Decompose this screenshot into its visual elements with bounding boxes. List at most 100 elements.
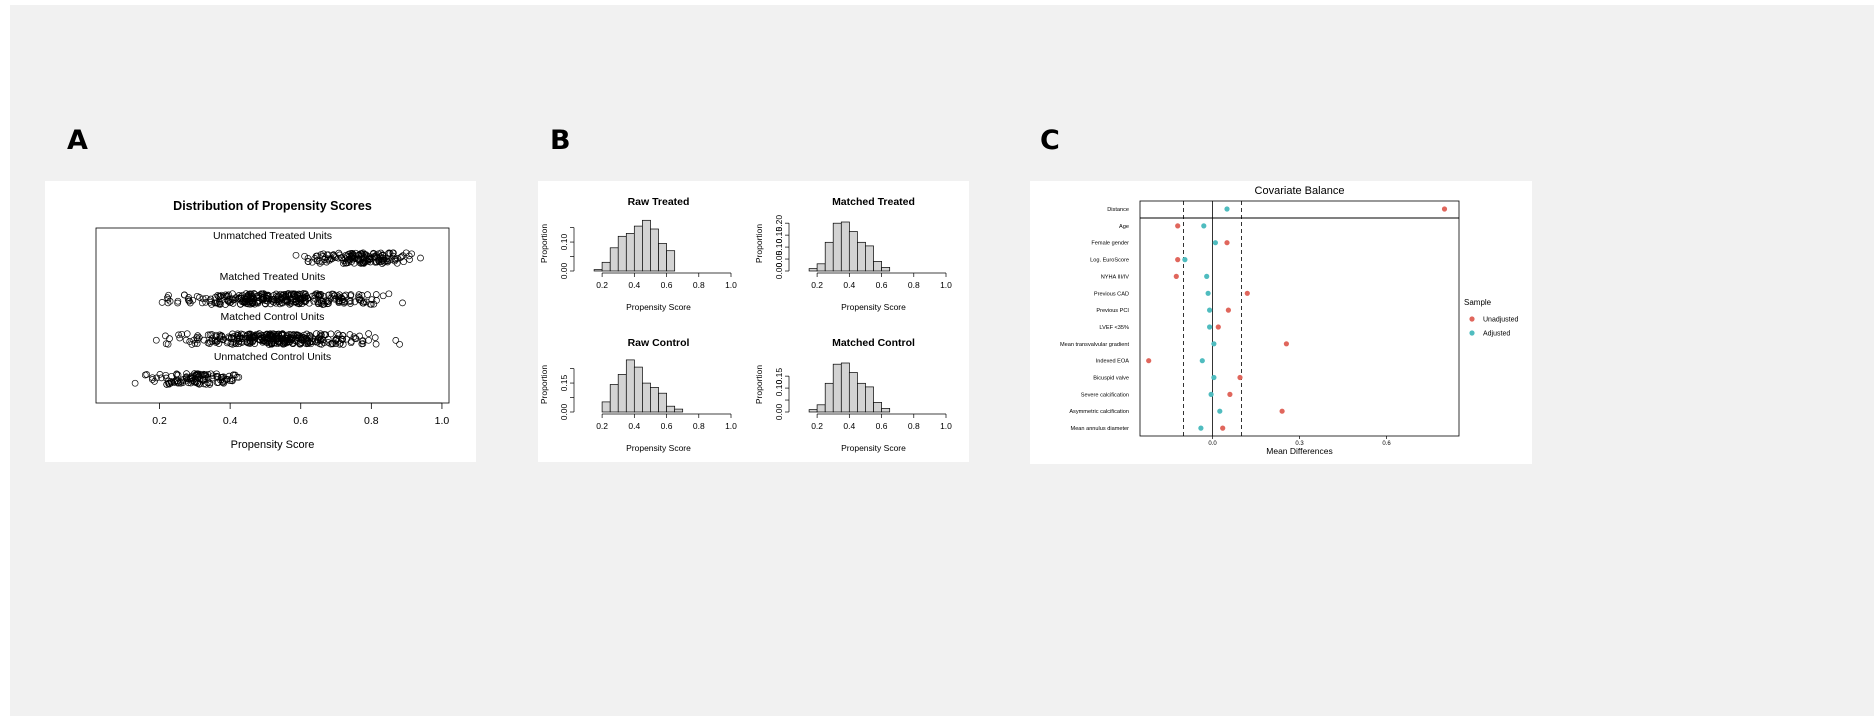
y-tick-label: 0.00 <box>774 262 784 279</box>
data-point <box>282 297 289 305</box>
data-point <box>237 294 245 302</box>
data-point <box>247 297 255 304</box>
hist-bar <box>674 408 684 413</box>
hist-bar <box>642 382 651 413</box>
covariate-label: Female gender <box>1091 241 1129 247</box>
x-tick-label: 0.2 <box>811 280 823 290</box>
data-point <box>287 300 295 307</box>
data-point <box>216 301 224 308</box>
data-point <box>320 331 328 338</box>
covariate-label: Previous CAD <box>1094 291 1129 297</box>
data-point <box>278 291 286 299</box>
plot-frame <box>1139 200 1460 437</box>
data-point <box>152 336 160 344</box>
data-point <box>206 298 214 306</box>
hist-bar <box>808 268 818 272</box>
data-point <box>299 337 307 345</box>
x-axis-label: Propensity Score <box>841 443 906 453</box>
data-point <box>372 340 380 348</box>
x-axis-label: Propensity Score <box>841 302 906 312</box>
data-point <box>301 298 309 306</box>
data-point <box>354 255 362 263</box>
y-tick-label: 0.00 <box>559 403 569 420</box>
y-axis-label: Proportion <box>539 224 549 263</box>
hist-bar <box>650 228 659 272</box>
data-point <box>343 335 350 343</box>
data-point <box>234 330 241 338</box>
data-point-unadjusted <box>1175 223 1181 229</box>
data-point <box>317 299 325 307</box>
data-point <box>208 337 216 345</box>
y-tick-label: 0.00 <box>559 262 569 279</box>
data-point <box>297 290 305 298</box>
x-tick-label: 0.8 <box>693 421 705 431</box>
data-point <box>270 292 278 299</box>
data-point <box>225 333 233 341</box>
data-point <box>377 258 385 265</box>
covariate-label: Severe calcification <box>1081 392 1129 398</box>
data-point <box>276 333 283 340</box>
data-point-adjusted <box>1205 290 1211 296</box>
x-tick-label: 0.4 <box>843 280 855 290</box>
data-point <box>229 296 236 304</box>
y-axis-label: Proportion <box>539 365 549 404</box>
covariate-label: Indexed EOA <box>1096 359 1130 365</box>
data-point <box>263 339 271 346</box>
x-tick-label: 0.6 <box>661 421 673 431</box>
data-point <box>350 333 358 341</box>
data-point <box>389 249 397 257</box>
data-point <box>365 330 372 337</box>
y-tick-label: 0.15 <box>559 375 569 392</box>
data-point <box>247 290 255 298</box>
data-point <box>187 379 195 387</box>
data-point <box>131 379 139 387</box>
covariate-balance-chart: Covariate Balance Distance Age Female gende… <box>1060 185 1519 456</box>
data-point <box>182 336 190 344</box>
data-point <box>196 375 204 383</box>
legend-label: Unadjusted <box>1483 317 1519 324</box>
panel-letter-b: B <box>550 125 571 156</box>
y-tick-label: 0.15 <box>774 368 784 385</box>
hist-bar <box>658 243 667 272</box>
x-tick-label: 0.4 <box>223 415 238 427</box>
data-point <box>211 337 219 344</box>
legend-title: Sample <box>1464 298 1492 307</box>
data-point <box>399 252 407 259</box>
data-point <box>229 377 236 385</box>
data-point <box>364 291 371 298</box>
data-point <box>360 298 368 306</box>
y-tick-label: 0.00 <box>774 403 784 420</box>
data-point <box>250 290 258 297</box>
data-point-unadjusted <box>1146 358 1152 364</box>
data-point <box>192 371 200 379</box>
data-point <box>392 337 400 344</box>
data-point <box>336 297 343 305</box>
data-point <box>151 378 158 385</box>
data-point <box>396 340 403 348</box>
data-point <box>332 340 340 347</box>
data-point <box>366 300 374 308</box>
covariate-label: LVEF <35% <box>1099 325 1129 331</box>
data-point <box>193 292 201 300</box>
data-point <box>293 331 301 339</box>
data-point <box>177 378 184 386</box>
x-tick-label: 0.6 <box>661 280 673 290</box>
data-point <box>249 299 257 306</box>
data-point <box>266 330 274 338</box>
data-point <box>327 254 335 262</box>
data-point <box>277 334 285 342</box>
data-point <box>259 337 267 344</box>
data-point <box>198 299 206 307</box>
hist-bar <box>832 363 842 413</box>
hist-bar <box>824 382 834 413</box>
data-point <box>324 335 332 343</box>
data-point-adjusted <box>1211 341 1217 347</box>
x-tick-label: 0.8 <box>693 280 705 290</box>
data-point-adjusted <box>1199 358 1205 364</box>
data-point <box>316 336 324 343</box>
data-point <box>325 291 333 299</box>
x-tick-label: 0.6 <box>876 421 888 431</box>
data-point-adjusted <box>1207 324 1213 330</box>
hist-bar <box>857 382 866 413</box>
data-point-unadjusted <box>1224 240 1230 246</box>
